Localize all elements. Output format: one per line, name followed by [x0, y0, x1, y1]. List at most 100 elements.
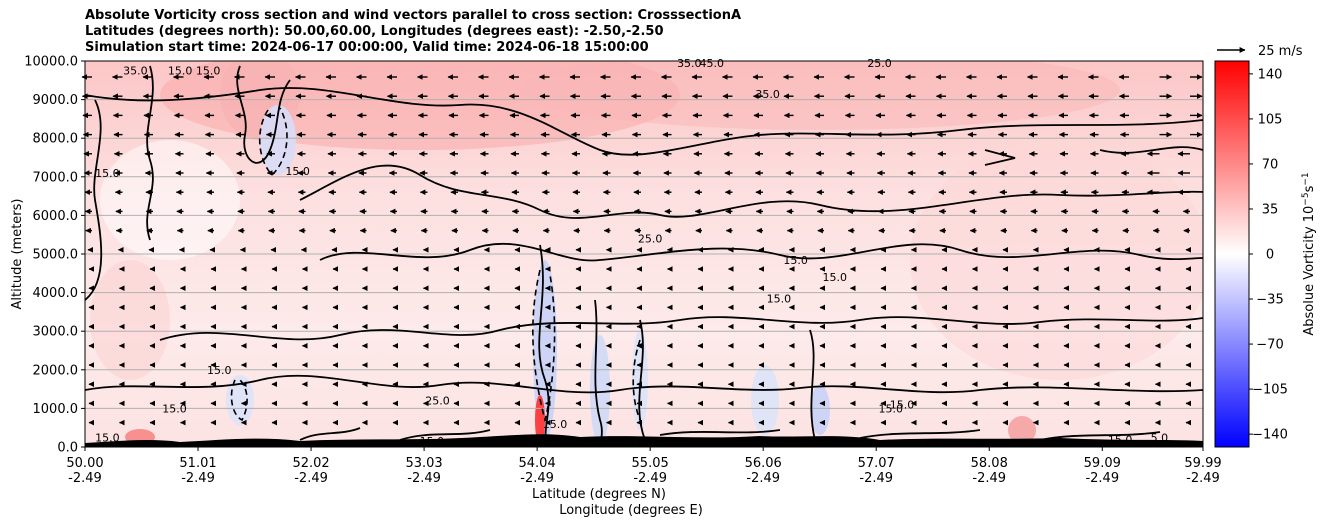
- grid-lines: [85, 99, 1203, 409]
- x-tick-label-lat: 50.00: [66, 456, 103, 471]
- x-tick-label-lat: 58.08: [971, 456, 1008, 471]
- x-axis-ticks: 50.00-2.4951.01-2.4952.02-2.4953.03-2.49…: [66, 447, 1222, 486]
- colorbar-tick-label: −70: [1256, 338, 1283, 353]
- x-tick-label-lat: 59.99: [1184, 456, 1221, 471]
- vorticity-patch: [90, 260, 170, 380]
- contour-line: [159, 316, 1203, 341]
- contour-label: 35.0: [123, 65, 148, 78]
- x-tick-label-lat: 57.07: [858, 456, 895, 471]
- contour-label: 15.0: [543, 418, 568, 431]
- colorbar-tick-label: 105: [1258, 112, 1283, 127]
- x-tick-label-lon: -2.49: [859, 471, 893, 486]
- colorbar-tick-label: 0: [1266, 248, 1274, 263]
- colorbar-tick-label: 35: [1262, 202, 1279, 217]
- vorticity-patch: [226, 375, 254, 425]
- y-tick-label: 1000.0: [33, 402, 79, 417]
- y-tick-label: 7000.0: [33, 170, 79, 185]
- contour-line: [236, 65, 291, 164]
- contour-label: 35.0: [677, 57, 702, 70]
- y-tick-label: 0.0: [57, 441, 78, 456]
- colorbar: [1214, 60, 1250, 448]
- contour-label: 35.0: [755, 88, 780, 101]
- y-axis-label: Altitude (meters): [10, 199, 25, 310]
- y-tick-label: 5000.0: [33, 248, 79, 263]
- y-tick-label: 3000.0: [33, 325, 79, 340]
- contour-line: [85, 87, 1203, 156]
- colorbar-tick-label: −35: [1256, 293, 1283, 308]
- x-tick-label-lon: -2.49: [746, 471, 780, 486]
- contour-line: [984, 149, 1016, 166]
- x-tick-label-lon: -2.49: [633, 471, 667, 486]
- colorbar-tick-label: −140: [1252, 428, 1288, 443]
- colorbar-ticks: 140 105 70 35 0 −35 −70 −105 −140: [1249, 67, 1288, 443]
- contour-label: 15.0: [95, 167, 120, 180]
- x-tick-label-lon: -2.49: [520, 471, 554, 486]
- x-tick-label-lon: -2.49: [294, 471, 328, 486]
- chart-title-line-1: Absolute Vorticity cross section and win…: [85, 8, 742, 23]
- y-tick-label: 6000.0: [33, 209, 79, 224]
- negative-contour-line: [258, 107, 288, 177]
- contour-line: [638, 319, 646, 441]
- y-tick-label: 2000.0: [33, 363, 79, 378]
- x-tick-label-lat: 59.09: [1084, 456, 1121, 471]
- contour-label: 15.0: [890, 399, 915, 412]
- negative-contour-line: [632, 339, 641, 421]
- x-tick-label-lat: 54.04: [519, 456, 556, 471]
- contour-label: 45.0: [699, 57, 724, 70]
- vorticity-patch: [100, 140, 240, 260]
- contour-label: 15.0: [162, 402, 187, 415]
- colorbar-label-unit: s: [1302, 185, 1317, 192]
- contour-label: 15.0: [767, 292, 792, 305]
- vorticity-patch: [535, 395, 545, 445]
- contour-label: 15.0: [207, 364, 232, 377]
- vorticity-patch: [520, 61, 1120, 130]
- contour-label: 15.0: [196, 65, 221, 78]
- vorticity-patch: [910, 140, 1203, 380]
- terrain: [85, 434, 1203, 447]
- colorbar-label: Absolue Vorticity 10−5s−1: [1301, 172, 1317, 335]
- contour-line: [1099, 146, 1203, 154]
- x-axis-label-latitude: Latitude (degrees N): [532, 487, 666, 502]
- contour-label: 15.0: [1108, 433, 1133, 446]
- contour-label: 25.0: [638, 233, 663, 246]
- contour-line: [809, 329, 816, 441]
- colorbar-label-exp2: −1: [1301, 172, 1311, 185]
- colorbar-tick-label: 140: [1258, 67, 1283, 82]
- contour-line: [299, 427, 1161, 441]
- vorticity-patch: [751, 365, 779, 435]
- colorbar-tick-label: 70: [1262, 157, 1279, 172]
- contour-label: 15.0: [823, 271, 848, 284]
- quiver-key-label: 25 m/s: [1258, 44, 1303, 59]
- contour-line: [85, 99, 103, 301]
- contour-label: 15.0: [783, 254, 808, 267]
- colorbar-label-base: Absolue Vorticity 10: [1302, 206, 1317, 336]
- contour-line: [538, 244, 550, 447]
- x-tick-label-lat: 56.06: [745, 456, 782, 471]
- y-axis-ticks: 0.0 1000.0 2000.0 3000.0 4000.0 5000.0 6000.0 7…: [24, 55, 85, 456]
- y-tick-label: 10000.0: [24, 55, 78, 70]
- wind-vectors: [81, 74, 1203, 426]
- x-axis-label-longitude: Longitude (degrees E): [559, 503, 703, 518]
- contour-label: 15.0: [168, 65, 193, 78]
- x-tick-label-lon: -2.49: [972, 471, 1006, 486]
- contour-label: 15.0: [285, 165, 310, 178]
- y-tick-label: 9000.0: [33, 93, 79, 108]
- x-tick-label-lat: 53.03: [405, 456, 442, 471]
- x-tick-label-lon: -2.49: [181, 471, 215, 486]
- y-tick-label: 4000.0: [33, 286, 79, 301]
- vorticity-patch: [260, 105, 296, 175]
- x-tick-label-lat: 52.02: [292, 456, 329, 471]
- colorbar-label-exp1: −5: [1301, 192, 1311, 205]
- contour-label: 15.0: [95, 431, 120, 444]
- x-tick-label-lat: 51.01: [179, 456, 216, 471]
- x-tick-label-lon: -2.49: [407, 471, 441, 486]
- chart-title-line-2: Latitudes (degrees north): 50.00,60.00, …: [85, 24, 664, 39]
- contour-line: [319, 242, 1203, 262]
- x-tick-label-lon: -2.49: [68, 471, 102, 486]
- contour-label: 5.0: [1151, 431, 1169, 444]
- vorticity-patch: [1008, 416, 1036, 444]
- x-tick-label-lon: -2.49: [1186, 471, 1220, 486]
- contour-label: 15.0: [420, 435, 445, 448]
- y-tick-label: 8000.0: [33, 132, 79, 147]
